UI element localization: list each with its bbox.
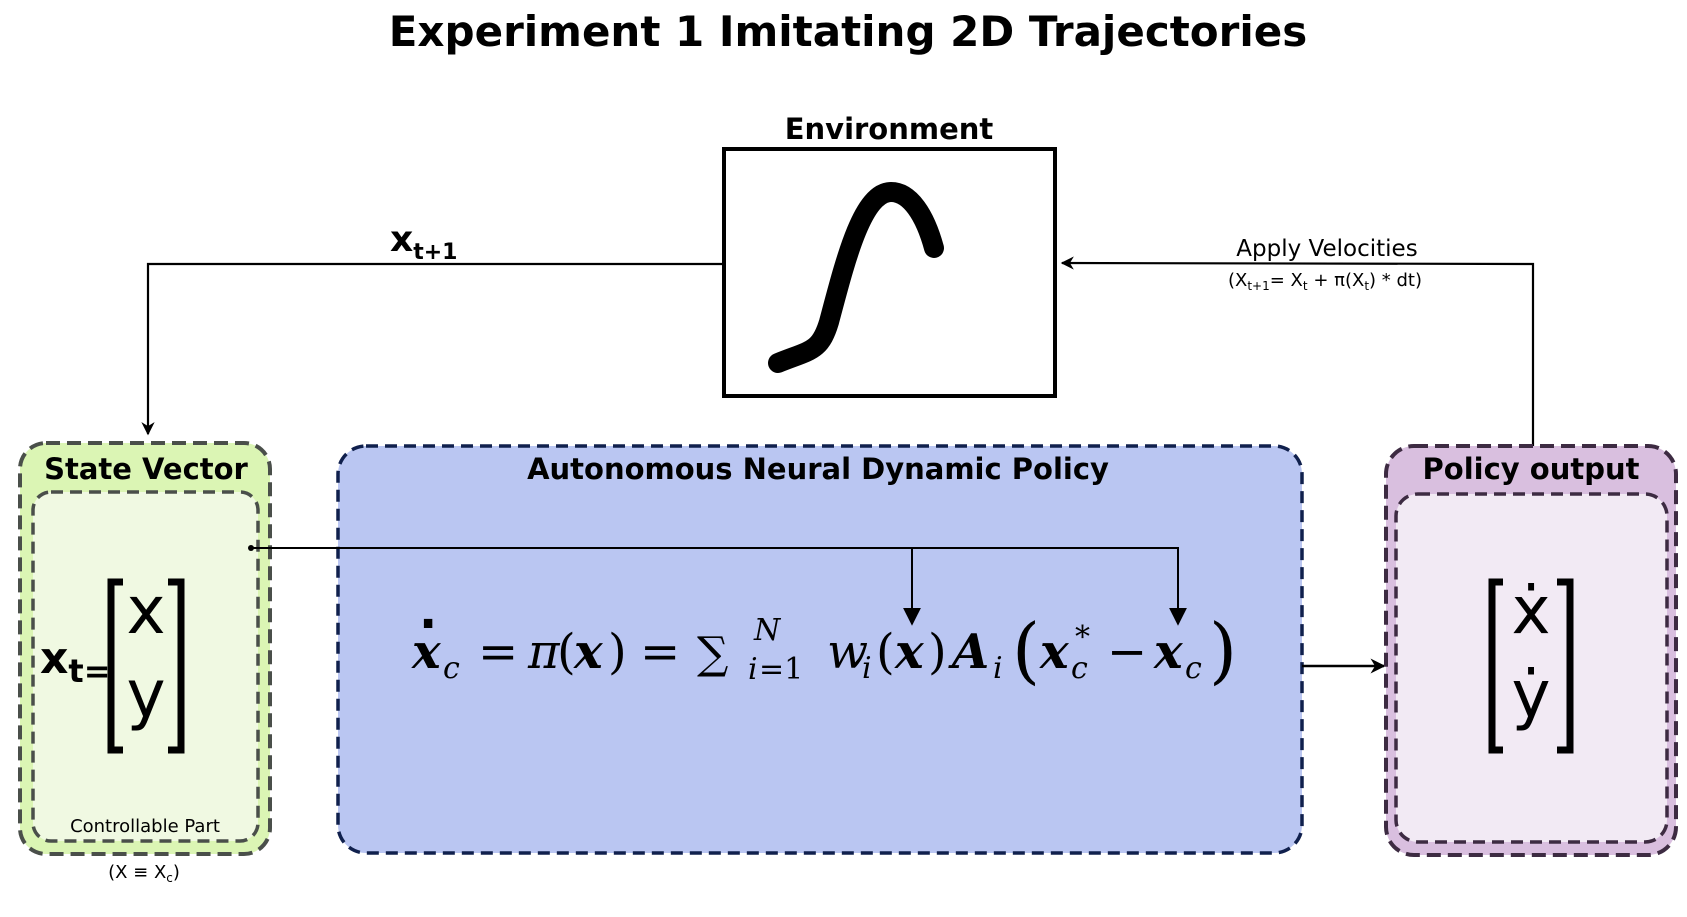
svg-text:i: i <box>748 652 758 687</box>
svg-text:∑: ∑ <box>697 628 728 679</box>
policy-output-panel: Policy output ẋ ẏ <box>1384 444 1678 857</box>
svg-text:x: x <box>573 624 604 680</box>
state-y-component: y <box>126 656 165 733</box>
right-bracket <box>168 578 185 754</box>
output-xdot-component: ẋ <box>1511 572 1550 649</box>
left-bracket <box>107 578 123 754</box>
state-vector-label: State Vector <box>44 452 248 486</box>
figure-title: Experiment 1 Imitating 2D Trajectories <box>389 7 1308 56</box>
svg-text:c: c <box>443 651 460 686</box>
state-x-component: x <box>126 572 165 649</box>
svg-text:w: w <box>827 624 868 680</box>
state-symbol: xt= <box>40 633 111 690</box>
svg-text:i: i <box>862 651 872 686</box>
controllable-part-label: Controllable Part <box>70 816 220 837</box>
policy-equation: x · c = π ( x ) = ∑ N i =1 w i ( x ) A i… <box>411 596 1237 692</box>
controllable-part-box <box>31 490 260 843</box>
state-feed-line <box>251 547 1187 626</box>
apply-velocities-label: Apply Velocities <box>1236 236 1417 262</box>
trajectory-curve <box>768 182 944 373</box>
svg-text:(: ( <box>876 624 895 680</box>
output-right-bracket <box>1557 578 1574 754</box>
apply-velocities-arrow <box>1060 256 1535 446</box>
svg-text:=: = <box>640 624 680 680</box>
svg-text:−: − <box>1107 624 1147 680</box>
policy-output-inner-box <box>1394 492 1669 844</box>
policy-panel: Autonomous Neural Dynamic Policy x · c =… <box>248 444 1304 855</box>
state-vector-panel: State Vector xt= x y Controllable Part (… <box>18 441 272 885</box>
svg-text:π: π <box>527 624 561 680</box>
svg-text:x: x <box>411 624 442 680</box>
svg-text:): ) <box>1209 608 1237 692</box>
svg-text:A: A <box>948 624 989 680</box>
svg-text:x: x <box>1153 624 1184 680</box>
svg-text:x: x <box>894 624 925 680</box>
environment-label: Environment <box>785 112 994 146</box>
state-equivalence-note: (X ≡ Xc) <box>108 862 180 885</box>
svg-text:x: x <box>1039 624 1070 680</box>
policy-output-label: Policy output <box>1423 452 1640 486</box>
svg-text:c: c <box>1071 651 1088 686</box>
svg-text:): ) <box>928 624 947 680</box>
svg-text:=: = <box>478 624 518 680</box>
svg-text:c: c <box>1185 651 1202 686</box>
feedback-arrow <box>141 262 724 436</box>
svg-text:=1: =1 <box>759 652 803 687</box>
svg-text:*: * <box>1075 620 1090 655</box>
svg-text:·: · <box>419 596 437 652</box>
policy-label: Autonomous Neural Dynamic Policy <box>527 452 1109 486</box>
svg-text:N: N <box>753 613 782 648</box>
svg-text:(: ( <box>557 624 576 680</box>
svg-text:): ) <box>608 624 627 680</box>
output-left-bracket <box>1488 578 1503 754</box>
output-ydot-component: ẏ <box>1511 656 1550 733</box>
svg-text:(: ( <box>1012 608 1040 692</box>
next-state-label: xt+1 <box>390 219 458 265</box>
apply-velocities-formula: (Xt+1= Xt + π(Xt) * dt) <box>1228 270 1422 293</box>
svg-text:i: i <box>993 651 1003 686</box>
